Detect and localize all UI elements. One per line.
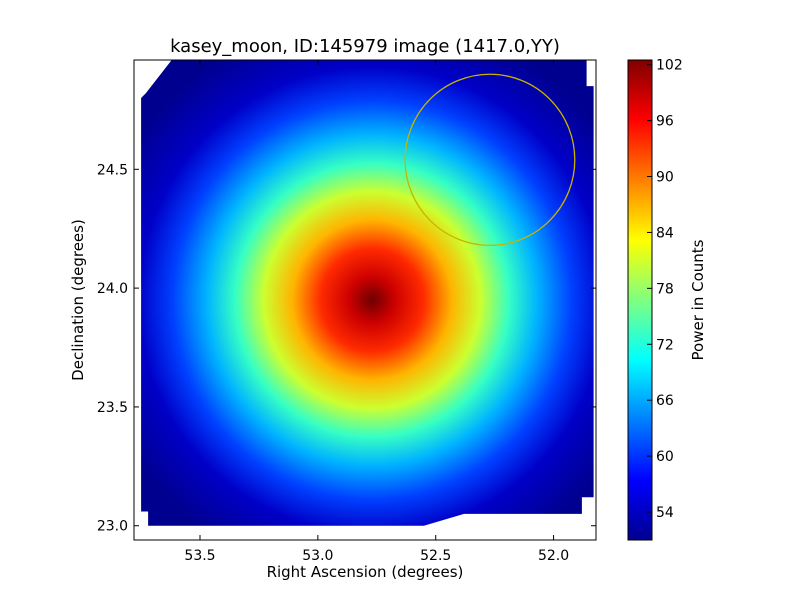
colorbar — [627, 59, 653, 541]
colorbar-tick-label: 54 — [656, 505, 674, 521]
colorbar-label: Power in Counts — [689, 239, 707, 360]
plot-frame — [133, 59, 597, 541]
x-tick-label: 52.0 — [538, 548, 569, 564]
y-tick-label: 23.5 — [97, 400, 128, 416]
plot-area — [134, 60, 596, 540]
colorbar-tick-label: 84 — [656, 225, 674, 241]
colorbar-tick-label: 90 — [656, 170, 674, 186]
x-axis-ticks: 53.5 53.0 52.5 52.0 — [184, 60, 569, 564]
x-tick-label: 53.5 — [184, 548, 215, 564]
y-axis-ticks: 23.0 23.5 24.0 24.5 — [97, 162, 596, 535]
circle-annotation — [404, 73, 576, 246]
x-tick-label: 52.5 — [420, 548, 451, 564]
y-tick-label: 24.0 — [97, 281, 128, 297]
chart-title: kasey_moon, ID:145979 image (1417.0,YY) — [170, 36, 560, 57]
x-axis-label: Right Ascension (degrees) — [267, 563, 464, 581]
colorbar-tick-label: 60 — [656, 449, 674, 465]
colorbar-tick-label: 72 — [656, 337, 674, 353]
colorbar-ticks: 54 60 66 72 78 84 90 96 102 — [647, 58, 683, 521]
x-tick-label: 53.0 — [302, 548, 333, 564]
heatmap-image — [141, 60, 594, 526]
colorbar-tick-label: 102 — [656, 58, 683, 74]
colorbar-tick-label: 66 — [656, 393, 674, 409]
y-tick-label: 23.0 — [97, 519, 128, 535]
colorbar-tick-label: 78 — [656, 281, 674, 297]
colorbar-tick-label: 96 — [656, 114, 674, 130]
y-tick-label: 24.5 — [97, 162, 128, 178]
y-axis-label: Declination (degrees) — [69, 219, 87, 381]
